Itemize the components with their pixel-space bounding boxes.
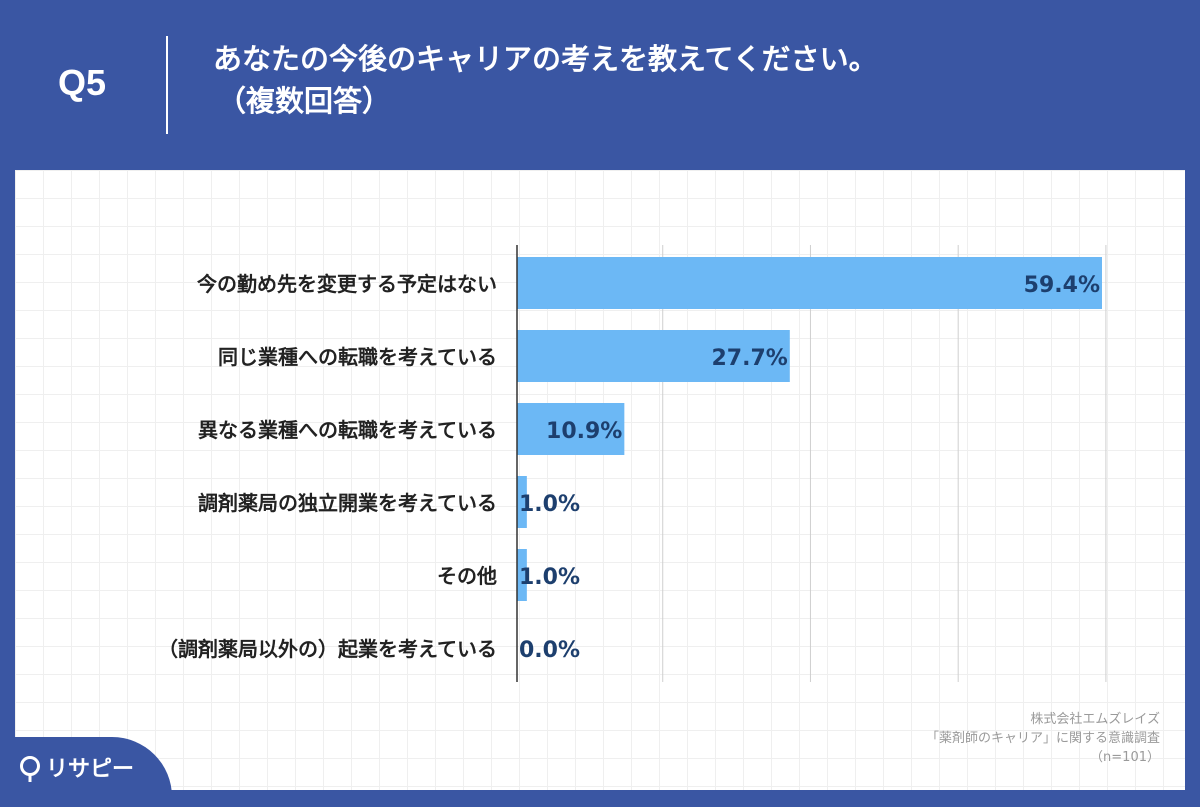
bar-5 (517, 549, 527, 601)
bar-3 (517, 403, 625, 455)
category-label-6: （調剤薬局以外の）起業を考えている (158, 637, 497, 661)
category-label-1: 今の勤め先を変更する予定はない (197, 272, 497, 296)
category-label-4: 調剤薬局の独立開業を考えている (198, 491, 497, 515)
category-label-2: 同じ業種への転職を考えている (218, 345, 497, 369)
header-divider (166, 36, 168, 134)
source-company: 株式会社エムズレイズ (1030, 712, 1160, 727)
value-label-3: 10.9% (546, 419, 622, 444)
brand-logo: リサピー (0, 737, 172, 807)
bar-4 (517, 476, 527, 528)
source-survey: 「薬剤師のキャリア」に関する意識調査 (925, 731, 1160, 746)
brand-name: リサピー (46, 757, 135, 782)
source-note: 株式会社エムズレイズ 「薬剤師のキャリア」に関する意識調査 （n=101） (926, 710, 1160, 767)
pin-icon (20, 756, 40, 782)
question-title-main: あなたの今後のキャリアの考えを教えてください。 (213, 42, 878, 76)
bar-2 (517, 330, 790, 382)
bar-1 (517, 257, 1102, 309)
value-label-5: 1.0% (519, 565, 580, 590)
value-label-2: 27.7% (711, 346, 787, 371)
question-title: あなたの今後のキャリアの考えを教えてください。 （複数回答） (213, 38, 878, 122)
source-sample-size: （n=101） (1090, 750, 1160, 765)
category-label-5: その他 (437, 564, 497, 588)
value-label-4: 1.0% (519, 492, 580, 517)
chart-panel: 今の勤め先を変更する予定はない 59.4% 同じ業種への転職を考えている 27.7% 異… (15, 170, 1185, 790)
category-label-3: 異なる業種への転職を考えている (198, 418, 497, 442)
question-number: Q5 (58, 62, 107, 103)
question-title-note: （複数回答） (217, 84, 392, 118)
value-label-1: 59.4% (1024, 273, 1100, 298)
value-label-6: 0.0% (519, 638, 580, 663)
bar-chart: 今の勤め先を変更する予定はない 59.4% 同じ業種への転職を考えている 27.7% 異… (158, 245, 1107, 682)
question-header: Q5 あなたの今後のキャリアの考えを教えてください。 （複数回答） (0, 0, 1200, 170)
